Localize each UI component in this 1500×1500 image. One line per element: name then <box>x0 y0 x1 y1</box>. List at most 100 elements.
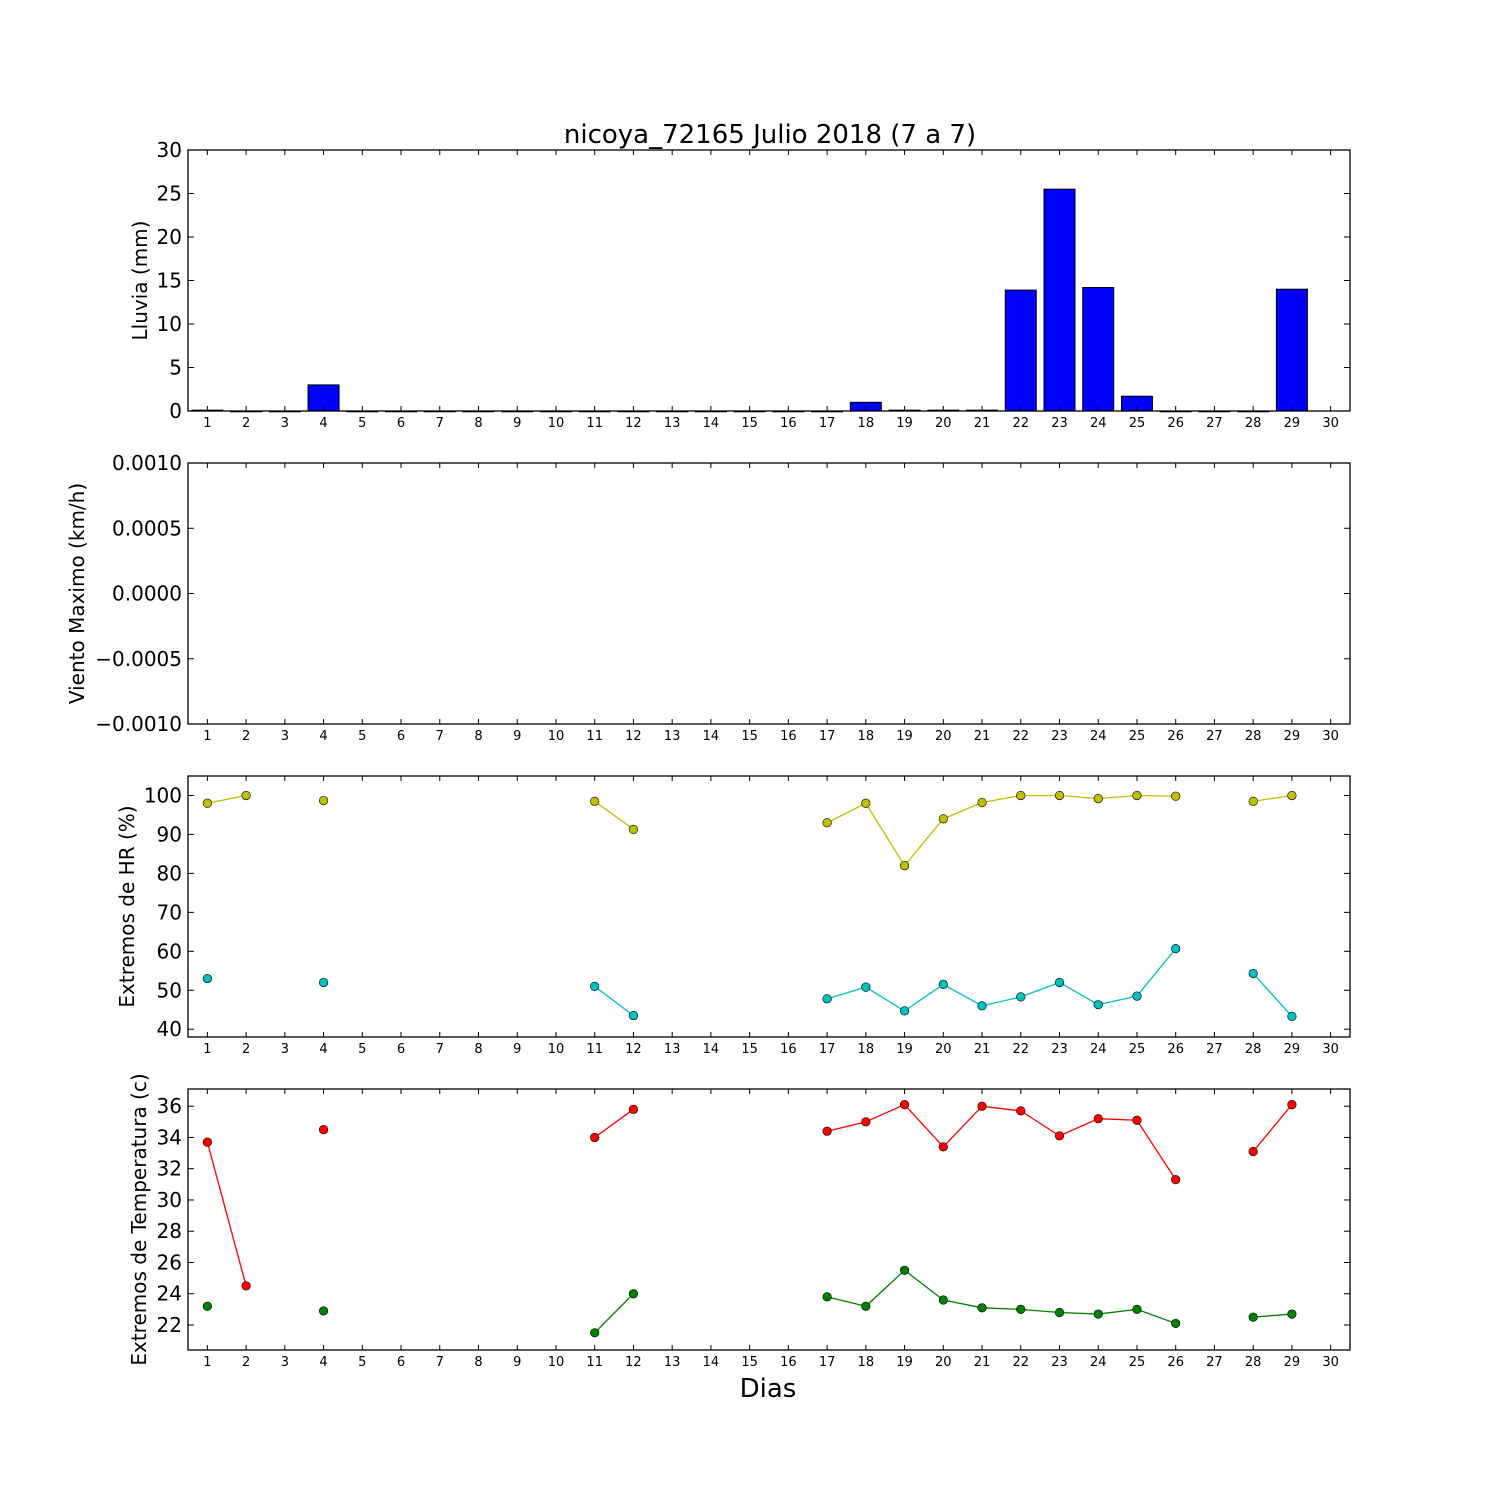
series-point <box>899 860 910 871</box>
x-tick-label: 27 <box>1206 1042 1223 1057</box>
x-tick-label: 13 <box>664 1355 681 1370</box>
y-tick-label: 90 <box>157 822 182 846</box>
panel-lluvia-ylabel: Lluvia (mm) <box>128 221 152 341</box>
series-segment <box>865 1104 905 1123</box>
series-segment <box>826 802 867 824</box>
x-tick-label: 16 <box>780 416 797 431</box>
series-point <box>861 798 871 808</box>
x-tick-label: 10 <box>548 1355 565 1370</box>
series-point <box>977 1001 987 1011</box>
panel-temperatura-ylabel: Extremos de Temperatura (c) <box>127 1073 151 1365</box>
x-tick-label: 15 <box>741 1042 758 1057</box>
series-point <box>1093 793 1103 804</box>
series-segment <box>1136 1308 1176 1325</box>
x-tick-label: 8 <box>474 1355 482 1370</box>
x-tick-label: 20 <box>935 1042 952 1057</box>
x-tick-label: 19 <box>896 1355 913 1370</box>
series-segment <box>206 1141 247 1287</box>
x-tick-label: 25 <box>1129 1355 1146 1370</box>
x-tick-label: 3 <box>281 416 289 431</box>
x-tick-label: 4 <box>319 1042 327 1057</box>
series-point <box>938 1295 948 1305</box>
y-tick-label: 24 <box>157 1282 182 1306</box>
series-point <box>1171 791 1181 801</box>
x-tick-label: 21 <box>974 729 991 744</box>
panel-hr-frame <box>187 775 1351 1038</box>
y-tick-label: 5 <box>169 356 182 380</box>
x-tick-label: 24 <box>1090 1042 1107 1057</box>
x-tick-label: 3 <box>281 1355 289 1370</box>
series-point <box>1093 1114 1103 1124</box>
series-point <box>1132 991 1142 1001</box>
y-tick-label: 20 <box>157 225 182 249</box>
series-segment <box>1252 1104 1293 1152</box>
series-point <box>1016 1106 1026 1116</box>
x-tick-label: 9 <box>513 1355 521 1370</box>
series-point <box>1287 1309 1297 1319</box>
rain-bar <box>1004 289 1037 412</box>
series-segment <box>826 1296 866 1307</box>
x-tick-label: 5 <box>358 729 366 744</box>
x-tick-label: 6 <box>397 1355 405 1370</box>
x-tick-label: 18 <box>858 1355 875 1370</box>
series-point <box>1248 796 1258 806</box>
x-tick-label: 25 <box>1129 1042 1146 1057</box>
x-tick-label: 11 <box>586 1042 603 1057</box>
x-tick-label: 15 <box>741 1355 758 1370</box>
series-segment <box>865 802 906 866</box>
series-point <box>1016 1304 1026 1314</box>
x-tick-label: 12 <box>625 1355 642 1370</box>
series-segment <box>1252 973 1293 1017</box>
series-segment <box>1059 1118 1099 1137</box>
x-tick-label: 30 <box>1322 416 1339 431</box>
y-tick-label: 30 <box>157 138 182 162</box>
series-segment <box>865 1269 906 1307</box>
y-tick-label: 25 <box>157 182 182 206</box>
x-tick-label: 29 <box>1284 1355 1301 1370</box>
series-segment <box>982 1307 1021 1311</box>
series-segment <box>904 1269 944 1301</box>
series-point <box>977 797 987 808</box>
y-tick-label: 22 <box>157 1313 182 1337</box>
x-tick-label: 5 <box>358 416 366 431</box>
x-tick-label: 7 <box>436 1042 444 1057</box>
x-tick-label: 29 <box>1284 729 1301 744</box>
x-tick-label: 20 <box>935 416 952 431</box>
y-tick-label: 0.0000 <box>112 582 182 606</box>
x-tick-label: 3 <box>281 729 289 744</box>
series-point <box>977 1303 987 1313</box>
x-tick-label: 19 <box>896 416 913 431</box>
figure-title: nicoya_72165 Julio 2018 (7 a 7) <box>564 120 976 150</box>
x-tick-label: 15 <box>741 416 758 431</box>
series-segment <box>826 1121 866 1132</box>
x-axis-label: Dias <box>740 1374 797 1404</box>
series-point <box>1016 790 1026 801</box>
series-segment <box>981 1105 1021 1112</box>
x-tick-label: 29 <box>1284 416 1301 431</box>
series-point <box>1287 1100 1297 1110</box>
series-point <box>590 1132 600 1143</box>
x-tick-label: 5 <box>358 1355 366 1370</box>
x-tick-label: 2 <box>242 1042 250 1057</box>
x-tick-label: 17 <box>819 1042 836 1057</box>
series-segment <box>594 1293 634 1334</box>
series-point <box>861 1117 871 1127</box>
x-tick-label: 20 <box>935 1355 952 1370</box>
series-segment <box>1136 948 1177 997</box>
x-tick-label: 14 <box>703 416 720 431</box>
x-tick-label: 18 <box>858 416 875 431</box>
x-tick-label: 14 <box>703 729 720 744</box>
series-point <box>202 973 212 984</box>
y-tick-label: 36 <box>157 1094 182 1118</box>
series-point <box>1132 1115 1142 1125</box>
panel-viento-ticks: 1 2 3 4 5 6 7 8 9 10 11 12 13 14 15 16 17 18 19 20 21 22 23 24 2… <box>95 451 1350 744</box>
x-tick-label: 11 <box>586 1355 603 1370</box>
x-tick-label: 27 <box>1206 416 1223 431</box>
series-segment <box>594 800 634 830</box>
series-segment <box>943 1299 983 1309</box>
series-segment <box>904 818 944 867</box>
y-tick-label: 70 <box>157 900 182 924</box>
panel-viento: 1 2 3 4 5 6 7 8 9 10 11 12 13 14 15 16 17 18 19 20 21 22 23 24 2… <box>65 451 1351 744</box>
series-segment <box>1136 1119 1177 1181</box>
